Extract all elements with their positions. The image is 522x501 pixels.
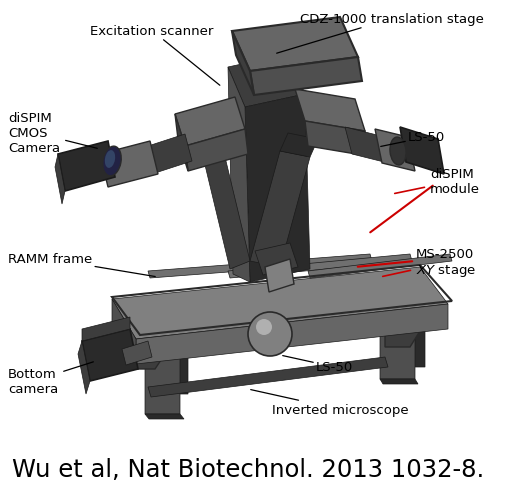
Polygon shape	[122, 341, 152, 365]
Text: Bottom
camera: Bottom camera	[8, 362, 93, 395]
Polygon shape	[280, 134, 318, 158]
Ellipse shape	[390, 138, 406, 166]
Polygon shape	[400, 128, 444, 175]
Polygon shape	[198, 140, 225, 166]
Polygon shape	[82, 329, 138, 381]
Polygon shape	[380, 317, 415, 379]
Polygon shape	[175, 98, 245, 147]
Text: Excitation scanner: Excitation scanner	[90, 25, 220, 86]
Polygon shape	[390, 305, 425, 367]
Polygon shape	[130, 327, 165, 369]
Polygon shape	[145, 351, 180, 414]
Polygon shape	[148, 255, 372, 279]
Polygon shape	[232, 32, 254, 96]
Ellipse shape	[105, 151, 115, 168]
Polygon shape	[250, 152, 310, 268]
Text: LS-50: LS-50	[381, 131, 445, 147]
Polygon shape	[245, 95, 310, 283]
Polygon shape	[205, 158, 250, 270]
Polygon shape	[250, 58, 362, 96]
Polygon shape	[145, 135, 192, 175]
Polygon shape	[100, 142, 158, 188]
Text: diSPIM
module: diSPIM module	[395, 168, 480, 195]
Polygon shape	[112, 268, 448, 339]
Polygon shape	[148, 357, 388, 397]
Polygon shape	[255, 243, 298, 276]
Text: diSPIM
CMOS
Camera: diSPIM CMOS Camera	[8, 112, 97, 155]
Polygon shape	[345, 128, 392, 165]
Text: Wu et al, Nat Biotechnol. 2013 1032-8.: Wu et al, Nat Biotechnol. 2013 1032-8.	[12, 457, 484, 481]
Polygon shape	[295, 90, 365, 132]
Ellipse shape	[103, 147, 121, 176]
Polygon shape	[385, 305, 420, 347]
Polygon shape	[175, 115, 188, 172]
Text: MS-2500
$XY$ stage: MS-2500 $XY$ stage	[383, 247, 476, 279]
Polygon shape	[55, 155, 65, 204]
Polygon shape	[380, 379, 418, 384]
Text: RAMM frame: RAMM frame	[8, 253, 155, 277]
Polygon shape	[136, 305, 448, 364]
Polygon shape	[375, 130, 415, 172]
Polygon shape	[305, 122, 368, 157]
Polygon shape	[308, 255, 452, 279]
Polygon shape	[112, 300, 136, 364]
Polygon shape	[58, 142, 115, 191]
Polygon shape	[228, 55, 305, 108]
Text: LS-50: LS-50	[283, 356, 353, 374]
Bar	[0, 0, 522, 414]
Polygon shape	[265, 260, 294, 293]
Circle shape	[248, 313, 292, 356]
Circle shape	[256, 319, 272, 335]
Polygon shape	[232, 18, 358, 72]
Polygon shape	[145, 414, 184, 419]
Polygon shape	[78, 341, 90, 394]
Polygon shape	[228, 255, 412, 279]
Polygon shape	[228, 68, 250, 283]
Polygon shape	[155, 337, 188, 394]
Polygon shape	[82, 317, 130, 341]
Text: Inverted microscope: Inverted microscope	[251, 390, 409, 416]
Polygon shape	[185, 130, 248, 172]
Text: CDZ-1000 translation stage: CDZ-1000 translation stage	[277, 13, 484, 54]
